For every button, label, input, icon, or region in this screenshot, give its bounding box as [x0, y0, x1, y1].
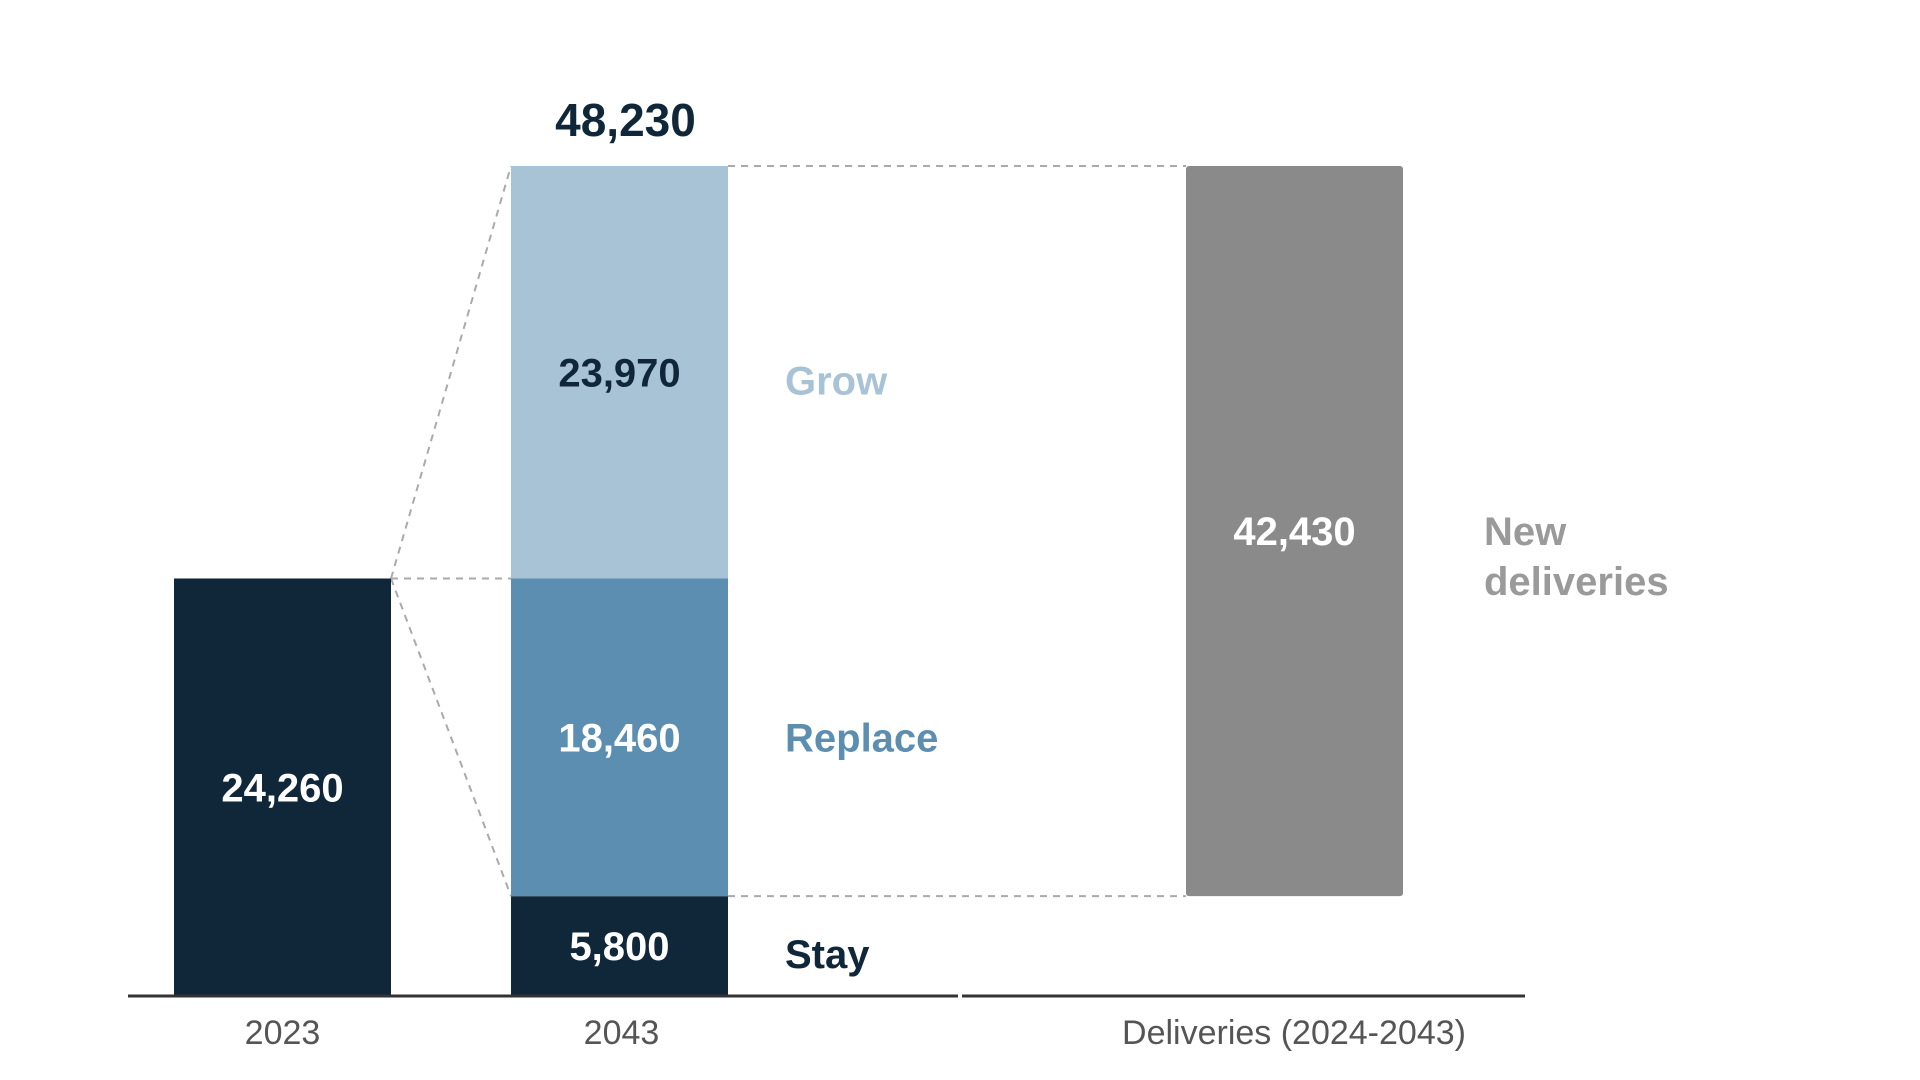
bars [174, 166, 1403, 996]
stay-legend-label: Stay [785, 933, 870, 977]
bar-2043-stay [511, 896, 728, 996]
new-deliveries-label-line2: deliveries [1484, 560, 1669, 604]
x-tick-label-deliveries: Deliveries (2024-2043) [1122, 1014, 1466, 1052]
connector-lines [390, 165, 1186, 898]
x-tick-label-2043: 2043 [584, 1014, 660, 1052]
connector-bottom-diagonal [390, 578, 512, 897]
total-label: 48,230 [555, 94, 696, 146]
replace-value-label: 18,460 [558, 716, 680, 760]
bar-2043-replace [511, 578, 728, 897]
connector-top-diagonal [390, 165, 512, 579]
bar-2023-label: 24,260 [221, 766, 343, 810]
bar-2023 [174, 578, 391, 996]
grow-legend-label: Grow [785, 359, 888, 403]
bar-deliveries [1186, 166, 1403, 897]
new-deliveries-label-line1: New [1484, 510, 1567, 554]
deliveries-value-label: 42,430 [1233, 510, 1355, 554]
bar-2043-grow [511, 166, 728, 579]
x-tick-label-2023: 2023 [245, 1014, 321, 1052]
grow-value-label: 23,970 [558, 351, 680, 395]
replace-legend-label: Replace [785, 716, 938, 760]
stay-value-label: 5,800 [569, 925, 669, 969]
